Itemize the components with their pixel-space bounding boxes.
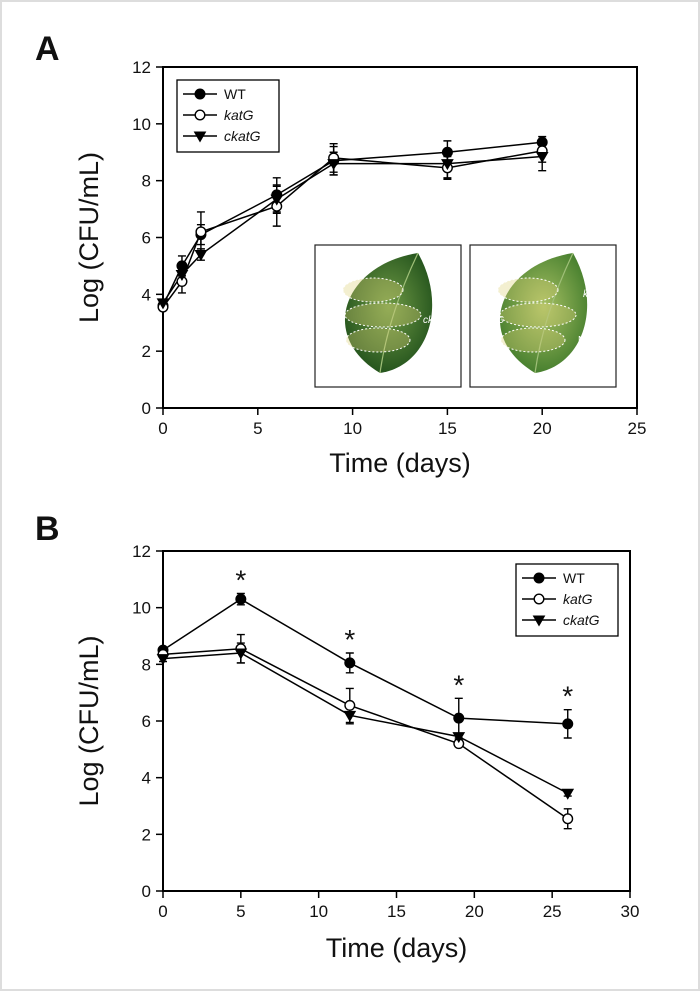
marker	[532, 615, 546, 627]
annotation: *	[235, 565, 246, 596]
x-axis-label: Time (days)	[326, 933, 468, 963]
marker	[441, 159, 454, 171]
panel-label: B	[35, 510, 60, 548]
marker	[533, 593, 545, 605]
marker	[193, 131, 207, 143]
inset-label: ckatG	[478, 315, 504, 326]
y-tick-label: 10	[132, 599, 151, 618]
legend-label: WT	[224, 86, 246, 102]
marker	[156, 654, 170, 666]
inset-label: Mock	[323, 335, 348, 346]
legend-label: ckatG	[224, 128, 261, 144]
y-tick-label: 4	[142, 285, 151, 304]
marker	[344, 657, 356, 669]
marker	[175, 269, 189, 281]
y-tick-label: 12	[132, 542, 151, 561]
x-tick-label: 25	[628, 419, 647, 438]
marker	[453, 712, 465, 724]
marker	[194, 88, 206, 100]
y-tick-label: 0	[142, 399, 151, 418]
panel-label: A	[35, 30, 60, 68]
inset-label: katG	[323, 289, 344, 300]
marker	[533, 572, 545, 584]
marker	[562, 718, 574, 730]
leaf	[344, 253, 433, 373]
lesion-outline	[497, 277, 559, 303]
annotation: *	[344, 624, 355, 655]
legend-label: katG	[563, 591, 593, 607]
leaf-midrib	[379, 252, 419, 374]
marker	[194, 109, 206, 121]
x-tick-label: 25	[543, 902, 562, 921]
y-tick-label: 6	[142, 712, 151, 731]
marker	[195, 226, 207, 238]
x-tick-label: 30	[621, 902, 640, 921]
marker	[176, 260, 188, 272]
marker	[344, 699, 356, 711]
inset-label: katG	[583, 289, 604, 300]
marker	[562, 813, 574, 825]
y-tick-label: 0	[142, 882, 151, 901]
annotation: *	[453, 669, 464, 700]
lesion-outline	[342, 277, 404, 303]
lesion-outline	[344, 302, 422, 328]
y-tick-label: 4	[142, 769, 151, 788]
x-tick-label: 5	[253, 419, 262, 438]
marker	[234, 648, 248, 660]
x-tick-label: 20	[465, 902, 484, 921]
annotation: *	[562, 681, 573, 712]
y-tick-label: 8	[142, 655, 151, 674]
marker	[270, 194, 284, 206]
y-tick-label: 2	[142, 342, 151, 361]
marker	[194, 250, 208, 262]
inset-label: WT	[483, 273, 499, 284]
leaf-midrib	[534, 252, 574, 374]
leaf	[499, 253, 588, 373]
marker	[235, 593, 247, 605]
y-tick-label: 8	[142, 172, 151, 191]
marker	[535, 152, 549, 164]
y-axis-label: Log (CFU/mL)	[74, 152, 104, 323]
x-tick-label: 15	[438, 419, 457, 438]
legend-label: WT	[563, 570, 585, 586]
x-tick-label: 20	[533, 419, 552, 438]
y-tick-label: 10	[132, 115, 151, 134]
lesion-outline	[500, 327, 566, 353]
x-tick-label: 10	[343, 419, 362, 438]
y-axis-label: Log (CFU/mL)	[74, 635, 104, 806]
x-tick-label: 0	[158, 419, 167, 438]
inset-label: WT	[428, 273, 444, 284]
x-tick-label: 15	[387, 902, 406, 921]
marker	[343, 710, 357, 722]
lesion-outline	[499, 302, 577, 328]
y-tick-label: 12	[132, 58, 151, 77]
lesion-outline	[345, 327, 411, 353]
marker	[327, 159, 341, 171]
marker	[452, 732, 466, 744]
marker	[156, 298, 170, 310]
x-tick-label: 10	[309, 902, 328, 921]
inset-label: Mock	[578, 335, 603, 346]
x-axis-label: Time (days)	[329, 448, 471, 478]
legend-box	[515, 563, 619, 637]
marker	[441, 146, 453, 158]
legend-label: ckatG	[563, 612, 600, 628]
y-tick-label: 6	[142, 229, 151, 248]
legend-box	[176, 79, 280, 153]
marker	[561, 788, 575, 800]
legend-label: katG	[224, 107, 254, 123]
x-tick-label: 0	[158, 902, 167, 921]
x-tick-label: 5	[236, 902, 245, 921]
y-tick-label: 2	[142, 825, 151, 844]
inset-label: ckatG	[423, 315, 449, 326]
